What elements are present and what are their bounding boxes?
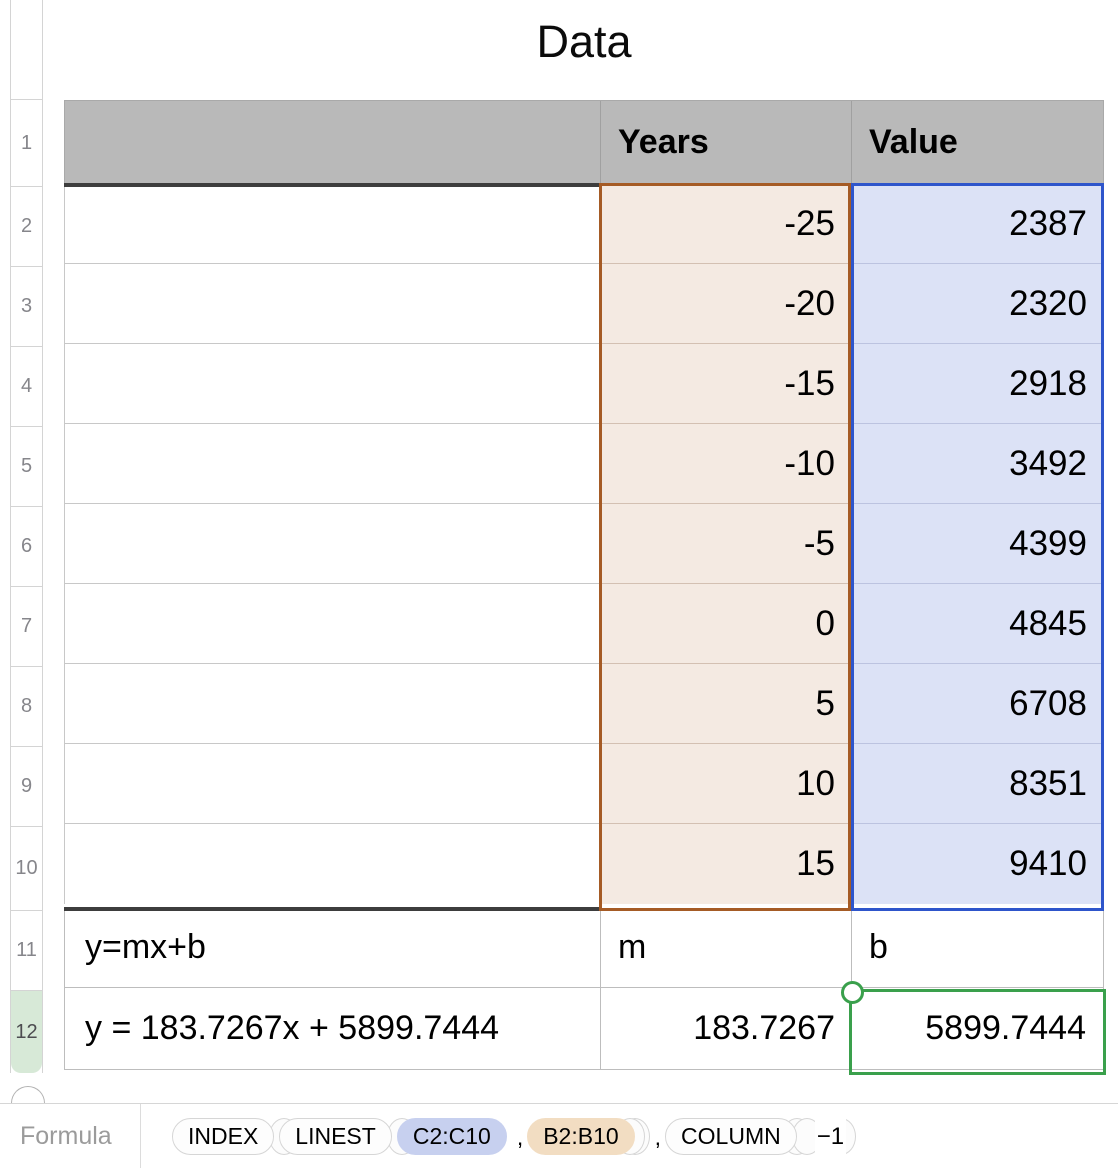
table-row: 10 8351 [64, 744, 1104, 824]
row-header-8[interactable]: 8 [11, 667, 42, 747]
formula-token-linest[interactable]: LINEST [279, 1118, 392, 1155]
cell-c10[interactable]: 9410 [851, 824, 1104, 904]
cell-a2[interactable] [64, 184, 600, 264]
formula-bar-label: Formula [20, 1122, 112, 1150]
formula-token-column[interactable]: COLUMN [665, 1118, 797, 1155]
row-header-10[interactable]: 10 [11, 827, 42, 911]
cell-c3[interactable]: 2320 [851, 264, 1104, 344]
table-corner-handle[interactable] [11, 1086, 45, 1103]
data-bottom-rule [64, 907, 600, 911]
formula-comma[interactable]: , [516, 1123, 524, 1150]
selection-drag-handle-icon[interactable] [841, 981, 864, 1004]
header-cell-a1[interactable] [64, 101, 600, 184]
formula-comma[interactable]: , [654, 1123, 662, 1150]
cell-c12-intercept-selected[interactable]: 5899.7444 [851, 988, 1104, 1070]
cell-b5[interactable]: -10 [600, 424, 851, 504]
cell-b4[interactable]: -15 [600, 344, 851, 424]
cell-b2[interactable]: -25 [600, 184, 851, 264]
cell-c4[interactable]: 2918 [851, 344, 1104, 424]
cell-a11-equation-label[interactable]: y=mx+b [64, 908, 600, 988]
cell-c8[interactable]: 6708 [851, 664, 1104, 744]
table-row: -10 3492 [64, 424, 1104, 504]
cell-a6[interactable] [64, 504, 600, 584]
cell-c11-b-label[interactable]: b [851, 908, 1104, 988]
cell-b10[interactable]: 15 [600, 824, 851, 904]
cell-b12-slope[interactable]: 183.7267 [600, 988, 851, 1070]
cell-a10[interactable] [64, 824, 600, 904]
row-header-11[interactable]: 11 [11, 911, 42, 991]
table-row: -25 2387 [64, 184, 1104, 264]
header-cell-value[interactable]: Value [851, 101, 1104, 184]
formula-token-range-c2-c10[interactable]: C2:C10 [396, 1118, 507, 1155]
table-row: 15 9410 [64, 824, 1104, 904]
cell-a5[interactable] [64, 424, 600, 504]
row-header-3[interactable]: 3 [11, 267, 42, 347]
table-row: 5 6708 [64, 664, 1104, 744]
cell-a4[interactable] [64, 344, 600, 424]
formula-token-index[interactable]: INDEX [172, 1118, 275, 1155]
cell-c2[interactable]: 2387 [851, 184, 1104, 264]
table-row: -20 2320 [64, 264, 1104, 344]
cell-a9[interactable] [64, 744, 600, 824]
row-header-2[interactable]: 2 [11, 187, 42, 267]
cell-b7[interactable]: 0 [600, 584, 851, 664]
row-header-12-selected[interactable]: 12 [11, 991, 42, 1073]
gutter-title-spacer [11, 0, 42, 100]
cell-c5[interactable]: 3492 [851, 424, 1104, 504]
cell-b9[interactable]: 10 [600, 744, 851, 824]
cell-b6[interactable]: -5 [600, 504, 851, 584]
row-header-5[interactable]: 5 [11, 427, 42, 507]
header-bottom-rule [64, 183, 600, 187]
cell-c7[interactable]: 4845 [851, 584, 1104, 664]
header-cell-years[interactable]: Years [600, 101, 851, 184]
formula-bar: Formula INDEX LINEST C2:C10, B2:B10, COLUMN −… [0, 1103, 1118, 1168]
data-table: Years Value -25 2387 -20 2320 -15 2918 -… [64, 100, 1104, 1070]
row-header-4[interactable]: 4 [11, 347, 42, 427]
table-row: -5 4399 [64, 504, 1104, 584]
cell-a7[interactable] [64, 584, 600, 664]
formula-bar-divider [140, 1104, 141, 1168]
row-header-6[interactable]: 6 [11, 507, 42, 587]
formula-tokens: INDEX LINEST C2:C10, B2:B10, COLUMN −1 [172, 1118, 857, 1155]
row-number-gutter: 1 2 3 4 5 6 7 8 9 10 11 12 [10, 0, 43, 1073]
result-row: y = 183.7267x + 5899.7444 183.7267 5899.… [64, 988, 1104, 1070]
cell-a12-fitted-equation[interactable]: y = 183.7267x + 5899.7444 [64, 988, 600, 1070]
row-header-9[interactable]: 9 [11, 747, 42, 827]
cell-c6[interactable]: 4399 [851, 504, 1104, 584]
cell-b11-m-label[interactable]: m [600, 908, 851, 988]
table-title[interactable]: Data [536, 16, 632, 67]
cell-b3[interactable]: -20 [600, 264, 851, 344]
formula-token-range-b2-b10[interactable]: B2:B10 [527, 1118, 635, 1155]
equation-row: y=mx+b m b [64, 908, 1104, 988]
table-row: -15 2918 [64, 344, 1104, 424]
row-header-1[interactable]: 1 [11, 100, 42, 187]
cell-a3[interactable] [64, 264, 600, 344]
cell-a8[interactable] [64, 664, 600, 744]
cell-b8[interactable]: 5 [600, 664, 851, 744]
formula-token-literal[interactable]: −1 [814, 1118, 847, 1155]
cell-c9[interactable]: 8351 [851, 744, 1104, 824]
table-row: 0 4845 [64, 584, 1104, 664]
row-header-7[interactable]: 7 [11, 587, 42, 667]
header-row: Years Value [64, 100, 1104, 184]
